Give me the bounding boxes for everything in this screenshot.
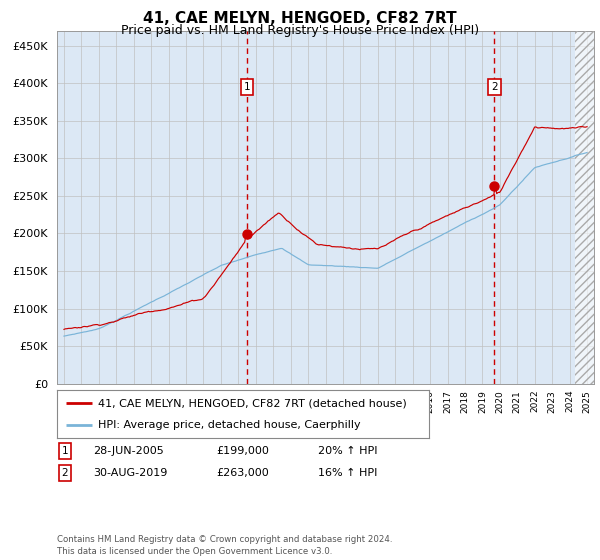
Bar <box>575 31 594 384</box>
Text: 2: 2 <box>491 82 497 92</box>
Text: Contains HM Land Registry data © Crown copyright and database right 2024.
This d: Contains HM Land Registry data © Crown c… <box>57 535 392 556</box>
FancyBboxPatch shape <box>575 31 594 384</box>
Text: £199,000: £199,000 <box>216 446 269 456</box>
Text: 16% ↑ HPI: 16% ↑ HPI <box>318 468 377 478</box>
Text: 2: 2 <box>61 468 68 478</box>
Text: 41, CAE MELYN, HENGOED, CF82 7RT: 41, CAE MELYN, HENGOED, CF82 7RT <box>143 11 457 26</box>
Text: £263,000: £263,000 <box>216 468 269 478</box>
Text: Price paid vs. HM Land Registry's House Price Index (HPI): Price paid vs. HM Land Registry's House … <box>121 24 479 36</box>
Text: 1: 1 <box>244 82 250 92</box>
Text: 30-AUG-2019: 30-AUG-2019 <box>93 468 167 478</box>
Text: 1: 1 <box>61 446 68 456</box>
Text: 41, CAE MELYN, HENGOED, CF82 7RT (detached house): 41, CAE MELYN, HENGOED, CF82 7RT (detach… <box>98 398 407 408</box>
Text: 20% ↑ HPI: 20% ↑ HPI <box>318 446 377 456</box>
Text: HPI: Average price, detached house, Caerphilly: HPI: Average price, detached house, Caer… <box>98 420 361 430</box>
Text: 28-JUN-2005: 28-JUN-2005 <box>93 446 164 456</box>
